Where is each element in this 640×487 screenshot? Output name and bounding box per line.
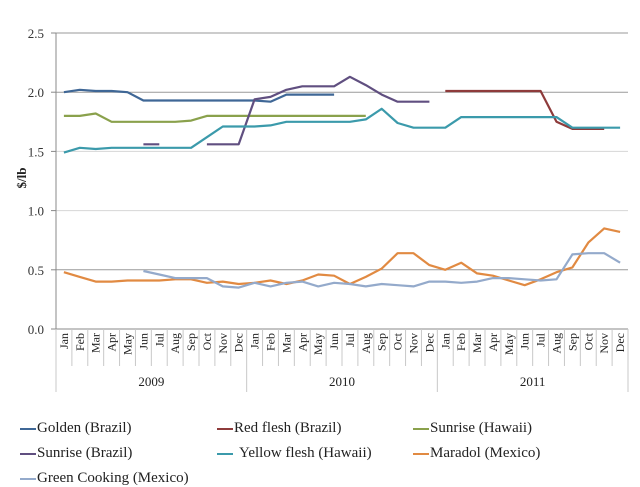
x-tick-label: Mar bbox=[279, 333, 293, 353]
series-line-sunrise-hawaii bbox=[63, 112, 366, 123]
x-tick-label: Feb bbox=[454, 333, 468, 351]
series-lines bbox=[63, 75, 621, 289]
x-tick-label: Jan bbox=[248, 333, 262, 349]
legend-swatch bbox=[217, 427, 233, 430]
legend-swatch bbox=[217, 452, 233, 455]
x-tick-label: May bbox=[502, 333, 516, 355]
series-line-sunrise-brazil bbox=[206, 75, 430, 146]
x-tick-label: Oct bbox=[200, 332, 214, 350]
y-tick-label: 2.5 bbox=[28, 26, 44, 41]
legend-swatch bbox=[413, 452, 429, 455]
x-tick-label: Oct bbox=[391, 332, 405, 350]
x-tick-label: Mar bbox=[89, 333, 103, 353]
x-tick-label: Aug bbox=[359, 333, 373, 354]
legend-label: Sunrise (Brazil) bbox=[37, 445, 133, 461]
legend-item: Red flesh (Brazil) bbox=[217, 420, 341, 437]
x-tick-label: Oct bbox=[581, 332, 595, 350]
x-tick-label: Nov bbox=[597, 333, 611, 354]
x-tick-label: Apr bbox=[295, 333, 309, 352]
x-tick-label: Jul bbox=[152, 332, 166, 347]
x-tick-label: Sep bbox=[184, 333, 198, 351]
legend-item: Sunrise (Hawaii) bbox=[413, 420, 532, 437]
x-tick-label: Aug bbox=[550, 333, 564, 354]
y-tick-label: 1.0 bbox=[28, 204, 44, 219]
year-label: 2011 bbox=[520, 374, 546, 389]
x-axis: Jan Feb Mar Apr May Jun Jul Aug Sep Oct Nov Dec Jan F… bbox=[55, 329, 629, 392]
x-tick-label: Feb bbox=[73, 333, 87, 351]
x-tick-label: Nov bbox=[407, 333, 421, 354]
legend-item: Green Cooking (Mexico) bbox=[20, 470, 189, 487]
legend-item: Sunrise (Brazil) bbox=[20, 445, 132, 462]
x-tick-label: Jul bbox=[534, 332, 548, 347]
x-tick-label: Dec bbox=[422, 333, 436, 352]
x-tick-label: Jun bbox=[518, 333, 532, 350]
year-label: 2009 bbox=[138, 374, 164, 389]
series-line-maradol-mexico bbox=[63, 227, 621, 287]
x-tick-label: Apr bbox=[105, 333, 119, 352]
x-tick-label: Jun bbox=[136, 333, 150, 350]
legend-label: Green Cooking (Mexico) bbox=[37, 470, 189, 486]
legend-swatch bbox=[20, 477, 36, 480]
series-line-golden-brazil bbox=[63, 88, 335, 103]
y-axis-label: $/lb bbox=[14, 168, 29, 189]
x-tick-label: Jul bbox=[343, 332, 357, 347]
legend-swatch bbox=[413, 427, 429, 430]
x-tick-label: Apr bbox=[486, 333, 500, 352]
y-tick-label: 0.5 bbox=[28, 263, 44, 278]
legend-label: Maradol (Mexico) bbox=[430, 445, 541, 461]
gridlines bbox=[55, 32, 628, 330]
x-tick-label: Dec bbox=[613, 333, 627, 352]
x-tick-label: Aug bbox=[168, 333, 182, 354]
series-line-yellow-flesh-hawaii bbox=[63, 107, 621, 154]
x-tick-label: Nov bbox=[216, 333, 230, 354]
y-tick-label: 1.5 bbox=[28, 144, 44, 159]
x-tick-label: Jan bbox=[438, 333, 452, 349]
y-axis-ticks: 0.0 0.5 1.0 1.5 2.0 2.5 bbox=[28, 26, 56, 337]
series-line-green-cooking-mexico bbox=[143, 252, 621, 289]
legend-swatch bbox=[20, 427, 36, 430]
x-tick-label: Jan bbox=[57, 333, 71, 349]
x-tick-label: Dec bbox=[232, 333, 246, 352]
x-tick-label: Sep bbox=[375, 333, 389, 351]
x-tick-label: May bbox=[311, 333, 325, 355]
x-tick-label: Feb bbox=[264, 333, 278, 351]
series-line-red-flesh-brazil bbox=[445, 89, 605, 130]
legend-label: Red flesh (Brazil) bbox=[234, 420, 342, 436]
x-tick-label: Jun bbox=[327, 333, 341, 350]
legend-label: Sunrise (Hawaii) bbox=[430, 420, 533, 436]
legend-item: Yellow flesh (Hawaii) bbox=[217, 445, 372, 462]
x-tick-label: Sep bbox=[565, 333, 579, 351]
legend-label: Yellow flesh (Hawaii) bbox=[239, 445, 372, 461]
y-tick-label: 2.0 bbox=[28, 85, 44, 100]
legend-item: Golden (Brazil) bbox=[20, 420, 132, 437]
legend-item: Maradol (Mexico) bbox=[413, 445, 540, 462]
legend-swatch bbox=[20, 452, 36, 455]
x-tick-label: Mar bbox=[470, 333, 484, 353]
y-tick-label: 0.0 bbox=[28, 322, 44, 337]
legend-label: Golden (Brazil) bbox=[37, 420, 132, 436]
year-label: 2010 bbox=[329, 374, 355, 389]
x-tick-label: May bbox=[121, 333, 135, 355]
